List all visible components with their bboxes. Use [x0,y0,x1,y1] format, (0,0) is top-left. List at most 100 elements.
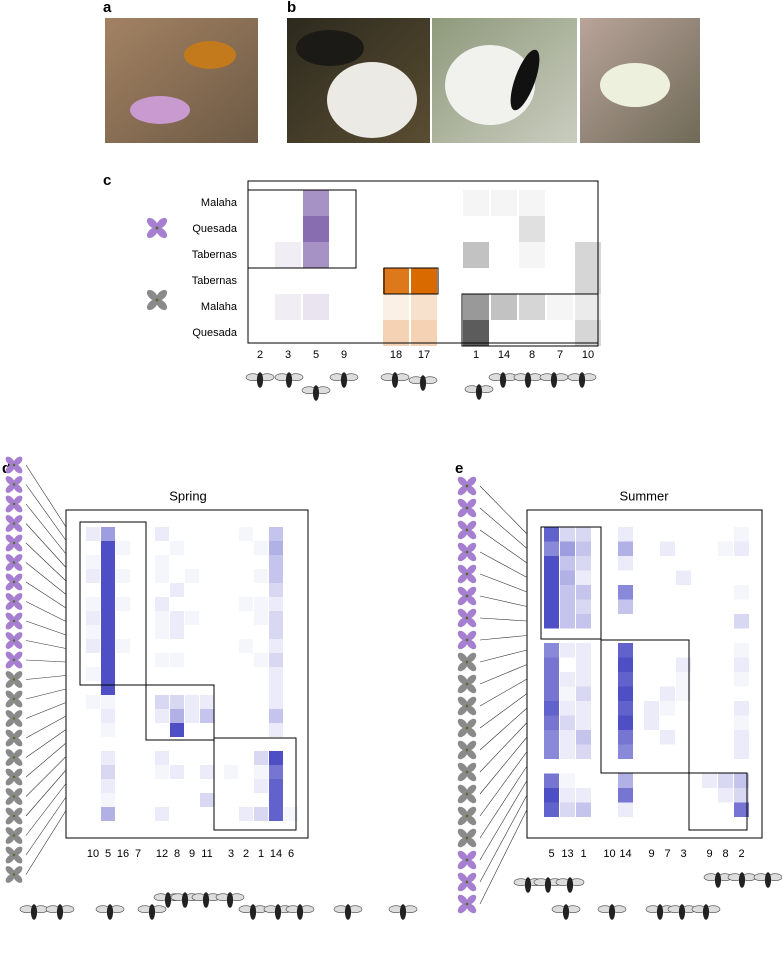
heat-cell [383,294,409,320]
flower-center [12,697,16,701]
heat-cell [131,681,145,695]
heat-cell [101,737,115,751]
flower-center [12,717,16,720]
column-label: 1 [580,848,586,860]
petal [13,834,23,844]
heat-cell [644,686,659,701]
heat-cell [224,527,238,541]
heat-cell [254,653,268,667]
heat-cell [575,190,601,216]
petal [13,651,23,661]
flower-center [465,748,469,752]
petal [5,573,15,583]
petal [457,498,468,509]
heat-cell [131,527,145,541]
connector [479,736,528,795]
heat-cell [224,723,238,737]
heat-cell [86,793,100,807]
column-label: 2 [257,349,263,361]
heat-cell [547,294,573,320]
heat-cell [575,216,601,242]
heat-cell [463,242,489,268]
insect-body [249,904,257,920]
heat-cell [602,556,617,571]
column-label: 9 [648,848,654,860]
heat-cell [116,639,130,653]
heat-cell [718,730,733,745]
heat-cell [544,643,559,658]
flower-center [465,880,469,884]
heat-cell [185,555,199,569]
column-label: 11 [201,848,212,860]
heat-cell [544,744,559,759]
petal [457,828,468,839]
heat-cell [576,527,591,542]
connector [479,722,528,773]
heat-cell [519,268,545,294]
heat-cell [224,611,238,625]
flower-icon [5,632,23,649]
petal [466,784,477,795]
heat-cell [185,583,199,597]
heat-cell [185,807,199,821]
heat-cell [660,802,675,817]
petal [457,806,468,817]
flower-center [12,522,16,525]
heat-cell [185,653,199,667]
heat-cell [660,672,675,687]
heat-cell [224,695,238,709]
flower-icon [5,788,23,805]
flower-icon [457,630,477,650]
insect-body [678,904,686,920]
insect-body [544,877,552,893]
heat-cell [101,527,115,541]
module-box [540,526,602,640]
heat-cell [116,569,130,583]
flower-center [465,814,469,818]
heat-cell [702,570,717,585]
petal [13,749,23,759]
connector [25,796,67,856]
heat-cell [131,639,145,653]
petal [466,485,477,496]
heat-cell [275,216,301,242]
flower-center [465,682,469,686]
heat-cell [155,667,169,681]
heat-cell [560,701,575,716]
heat-cell [224,737,238,751]
heat-cell [155,611,169,625]
heat-cell [101,653,115,667]
heat-cell [702,672,717,687]
heat-cell [200,695,214,709]
heat-cell [383,216,409,242]
heat-cell [101,667,115,681]
insect-body [566,877,574,893]
petal [13,671,23,681]
heat-cell [247,294,273,320]
petal [457,859,468,870]
heat-cell [644,773,659,788]
heat-cell [247,242,273,268]
petal [5,854,15,864]
heat-cell [660,614,675,629]
heat-cell [560,686,575,701]
heat-cell [576,672,591,687]
petal [5,795,15,805]
flower-icon [5,807,23,825]
heat-cell [660,643,675,658]
heat-cell [239,807,253,821]
flower-center [12,756,16,759]
petal [466,661,477,672]
photo-beetle [510,49,540,111]
flower-center [12,600,16,603]
heat-cell [224,555,238,569]
heat-cell [116,695,130,709]
heat-cell [718,715,733,730]
heat-cell [116,625,130,639]
heat-cell [155,639,169,653]
heat-cell [644,570,659,585]
heat-cell [618,541,633,556]
module-box [461,293,599,347]
flower-icon [5,651,23,669]
heat-cell [560,570,575,585]
